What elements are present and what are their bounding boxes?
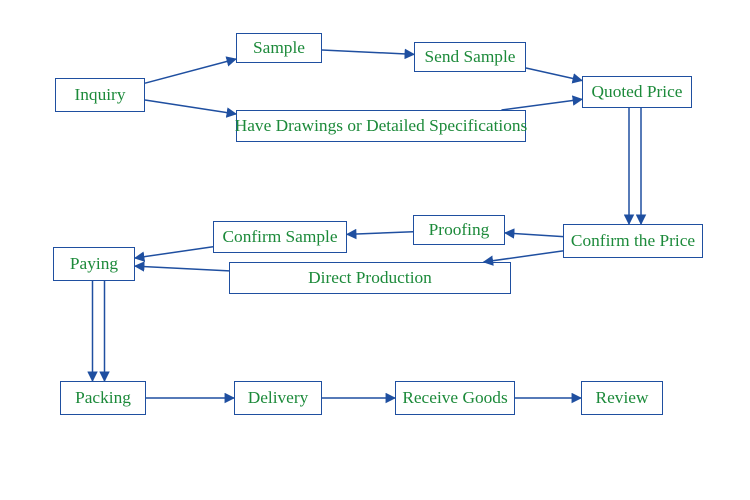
edge-confirm_price-direct_prod — [484, 251, 563, 262]
node-review: Review — [581, 381, 663, 415]
node-confirm-sample: Confirm Sample — [213, 221, 347, 253]
node-inquiry: Inquiry — [55, 78, 145, 112]
edge-proofing-confirm_sample — [347, 232, 413, 235]
node-packing: Packing — [60, 381, 146, 415]
edge-inquiry-have_drawings — [145, 100, 236, 114]
node-sample: Sample — [236, 33, 322, 63]
edge-confirm_price-proofing — [505, 233, 563, 237]
edge-have_drawings-quoted_price — [501, 99, 582, 110]
edge-confirm_sample-paying — [135, 247, 213, 258]
node-direct-prod: Direct Production — [229, 262, 511, 294]
node-paying: Paying — [53, 247, 135, 281]
edge-direct_prod-paying — [135, 266, 229, 271]
node-confirm-price: Confirm the Price — [563, 224, 703, 258]
edge-sample-send_sample — [322, 50, 414, 54]
node-quoted-price: Quoted Price — [582, 76, 692, 108]
node-send-sample: Send Sample — [414, 42, 526, 72]
node-proofing: Proofing — [413, 215, 505, 245]
edge-send_sample-quoted_price — [526, 68, 582, 80]
node-have-drawings: Have Drawings or Detailed Specifications — [236, 110, 526, 142]
node-receive-goods: Receive Goods — [395, 381, 515, 415]
edge-inquiry-sample — [145, 59, 236, 83]
node-delivery: Delivery — [234, 381, 322, 415]
